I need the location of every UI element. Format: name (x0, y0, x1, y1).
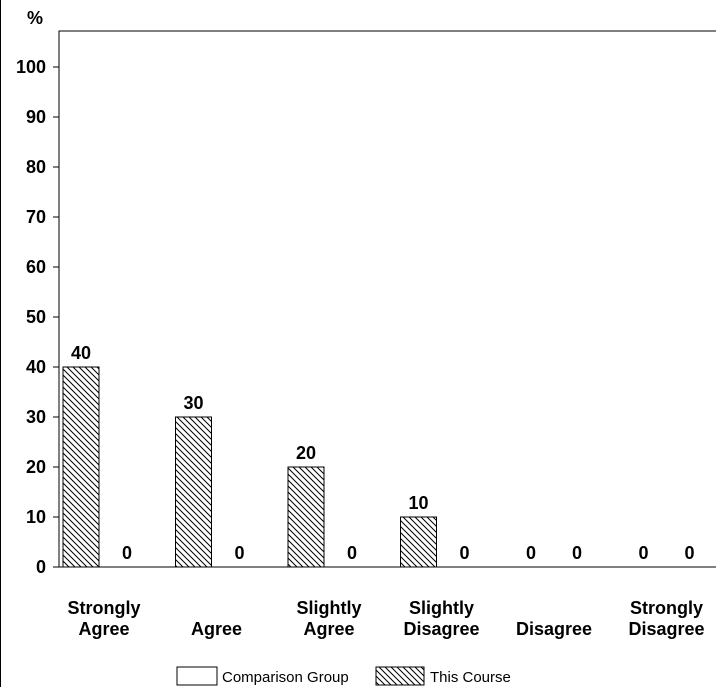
y-tick-label-10: 10 (26, 507, 46, 527)
category-label-0-line-1: Agree (78, 619, 129, 639)
bar-this-course-2 (287, 466, 325, 568)
category-label-5-line-1: Disagree (628, 619, 704, 639)
legend-label-comparison-group: Comparison Group (222, 669, 349, 686)
y-tick-label-80: 80 (26, 157, 46, 177)
data-label-5-0: 0 (638, 543, 648, 563)
data-label-2-1: 0 (347, 543, 357, 563)
data-label-1-0: 30 (183, 393, 203, 413)
bar-this-course-3 (400, 516, 437, 568)
category-label-2-line-1: Agree (303, 619, 354, 639)
category-label-1-line-0: Agree (191, 619, 242, 639)
data-label-3-1: 0 (459, 543, 469, 563)
legend-swatch-comparison-group (176, 666, 218, 686)
y-tick-label-30: 30 (26, 407, 46, 427)
data-label-2-0: 20 (296, 443, 316, 463)
y-tick-label-20: 20 (26, 457, 46, 477)
y-tick-label-0: 0 (36, 557, 46, 577)
y-tick-label-90: 90 (26, 107, 46, 127)
legend-label-this-course: This Course (430, 669, 511, 686)
data-label-0-0: 40 (71, 343, 91, 363)
plot-area-frame (58, 30, 716, 568)
y-tick-label-70: 70 (26, 207, 46, 227)
category-label-3-line-1: Disagree (403, 619, 479, 639)
bar-this-course-1 (175, 416, 212, 568)
y-tick-label-100: 100 (16, 57, 46, 77)
data-label-0-1: 0 (122, 543, 132, 563)
category-label-2-line-0: Slightly (296, 598, 361, 618)
data-label-4-0: 0 (526, 543, 536, 563)
y-axis-label: % (27, 8, 43, 28)
y-tick-label-50: 50 (26, 307, 46, 327)
category-label-0-line-0: Strongly (67, 598, 140, 618)
data-label-1-1: 0 (234, 543, 244, 563)
data-label-5-1: 0 (684, 543, 694, 563)
bar-this-course-0 (62, 366, 100, 568)
legend-swatch-this-course (375, 666, 425, 686)
category-label-4-line-0: Disagree (516, 619, 592, 639)
y-tick-label-60: 60 (26, 257, 46, 277)
data-label-4-1: 0 (572, 543, 582, 563)
category-label-5-line-0: Strongly (630, 598, 703, 618)
legend: Comparison Group This Course (176, 666, 511, 686)
y-tick-label-40: 40 (26, 357, 46, 377)
data-label-3-0: 10 (408, 493, 428, 513)
category-label-3-line-0: Slightly (409, 598, 474, 618)
